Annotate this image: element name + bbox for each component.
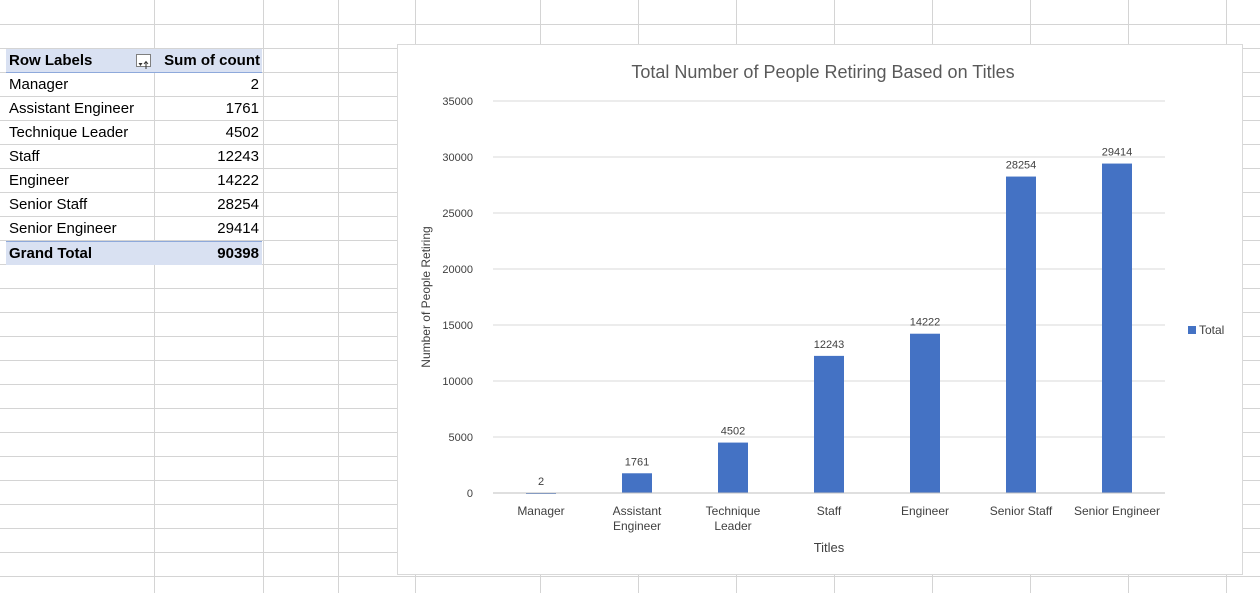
- y-tick-label: 10000: [442, 376, 473, 388]
- y-tick-label: 25000: [442, 208, 473, 220]
- chart-title: Total Number of People Retiring Based on…: [631, 62, 1014, 82]
- data-label: 4502: [721, 426, 745, 438]
- x-tick-label: Manager: [517, 504, 564, 518]
- pivot-header-row: Row Labels Sum of count: [6, 49, 262, 73]
- pivot-table: Row Labels Sum of count Manager 2 Assistan…: [6, 49, 262, 265]
- row-labels-header: Row Labels: [9, 52, 93, 69]
- pivot-row-value: 29414: [217, 220, 259, 237]
- bar: [814, 355, 844, 493]
- bar: [718, 442, 748, 493]
- bar-chart: Total Number of People Retiring Based on…: [419, 62, 1224, 555]
- pivot-row-value: 2: [250, 76, 259, 93]
- data-label: 29414: [1102, 147, 1133, 159]
- filter-icon: [138, 60, 149, 69]
- pivot-row[interactable]: Manager 2: [6, 73, 262, 97]
- pivot-row-value: 1761: [225, 100, 259, 117]
- grand-total-row: Grand Total 90398: [6, 241, 262, 265]
- pivot-row-label: Senior Engineer: [9, 220, 117, 237]
- pivot-row[interactable]: Staff 12243: [6, 145, 262, 169]
- data-label: 28254: [1006, 160, 1037, 172]
- pivot-row-label: Assistant Engineer: [9, 100, 135, 117]
- pivot-row[interactable]: Senior Engineer 29414: [6, 217, 262, 241]
- bar: [910, 333, 940, 493]
- x-tick-label: Senior Engineer: [1074, 504, 1160, 518]
- bar: [622, 473, 652, 493]
- y-tick-label: 0: [467, 488, 473, 500]
- chart-container[interactable]: Total Number of People Retiring Based on…: [397, 44, 1243, 575]
- y-tick-label: 35000: [442, 96, 473, 108]
- grand-total-value: 90398: [217, 245, 259, 262]
- filter-dropdown-icon[interactable]: [136, 54, 151, 69]
- bar: [1102, 163, 1132, 493]
- pivot-row[interactable]: Assistant Engineer 1761: [6, 97, 262, 121]
- legend-swatch: [1188, 326, 1196, 334]
- x-tick-label: Staff: [817, 504, 842, 518]
- grand-total-label: Grand Total: [9, 245, 93, 262]
- data-label: 14222: [910, 317, 941, 329]
- x-tick-label: Engineer: [901, 504, 949, 518]
- sum-of-count-header: Sum of count: [164, 52, 260, 69]
- y-tick-label: 20000: [442, 264, 473, 276]
- legend-label: Total: [1199, 323, 1224, 337]
- pivot-row-label: Staff: [9, 148, 40, 165]
- y-tick-label: 5000: [449, 432, 473, 444]
- pivot-row[interactable]: Engineer 14222: [6, 169, 262, 193]
- pivot-row-label: Technique Leader: [9, 124, 129, 141]
- pivot-row-value: 4502: [225, 124, 259, 141]
- y-tick-label: 15000: [442, 320, 473, 332]
- y-tick-label: 30000: [442, 152, 473, 164]
- data-label: 12243: [814, 339, 845, 351]
- pivot-row-label: Manager: [9, 76, 69, 93]
- bar: [1006, 176, 1036, 493]
- pivot-row[interactable]: Senior Staff 28254: [6, 193, 262, 217]
- pivot-rows: Manager 2 Assistant Engineer 1761 Technique …: [6, 73, 262, 241]
- x-axis-label: Titles: [814, 540, 845, 555]
- pivot-row-label: Engineer: [9, 172, 70, 189]
- pivot-row[interactable]: Technique Leader 4502: [6, 121, 262, 145]
- pivot-row-value: 28254: [217, 196, 259, 213]
- pivot-row-value: 14222: [217, 172, 259, 189]
- y-axis-label: Number of People Retiring: [419, 226, 433, 367]
- pivot-row-value: 12243: [217, 148, 259, 165]
- data-label: 2: [538, 476, 544, 488]
- pivot-row-label: Senior Staff: [9, 196, 88, 213]
- x-tick-label: Senior Staff: [990, 504, 1053, 518]
- x-tick-label: Technique Leader: [706, 504, 761, 533]
- x-tick-label: Assistant Engineer: [613, 504, 662, 533]
- data-label: 1761: [625, 456, 649, 468]
